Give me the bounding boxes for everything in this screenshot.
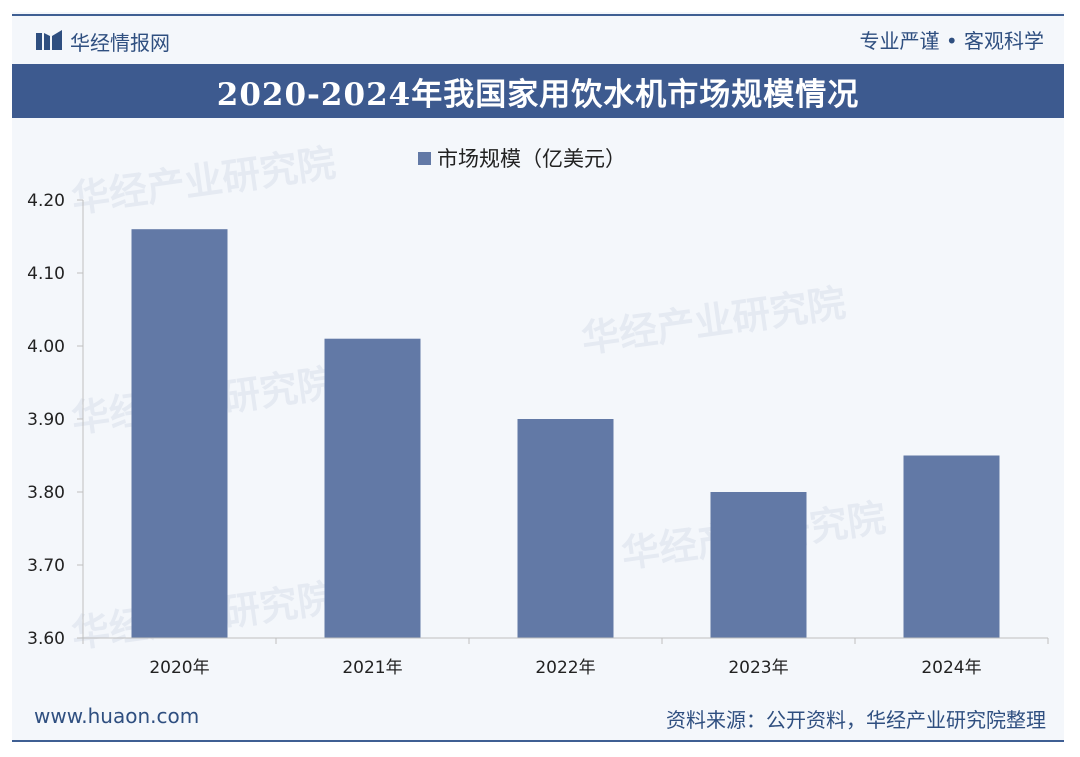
y-tick-label: 3.70 <box>27 556 65 576</box>
bar <box>324 338 421 638</box>
x-tick-label: 2021年 <box>342 658 402 678</box>
x-tick-label: 2022年 <box>535 658 595 678</box>
brand: 华经情报网 <box>36 26 170 56</box>
legend-label: 市场规模（亿美元） <box>437 147 626 171</box>
bar <box>903 455 1000 638</box>
y-tick-label: 3.90 <box>27 410 65 430</box>
bar <box>517 419 614 638</box>
brand-name: 华经情报网 <box>70 30 170 55</box>
y-tick-label: 4.20 <box>27 191 65 211</box>
bar <box>710 492 807 638</box>
chart-title: 2020-2024年我国家用饮水机市场规模情况 <box>216 76 860 113</box>
x-tick-label: 2023年 <box>728 658 788 678</box>
footer-website[interactable]: www.huaon.com <box>34 704 200 728</box>
legend-swatch <box>418 152 431 165</box>
x-axis: 2020年 2021年 2022年 2023年 2024年 <box>82 637 1049 678</box>
bottom-border-line <box>12 740 1064 742</box>
title-bar: 2020-2024年我国家用饮水机市场规模情况 <box>12 64 1064 118</box>
bars <box>131 229 1000 638</box>
y-tick-label: 4.00 <box>27 337 65 357</box>
y-tick-label: 3.60 <box>27 629 65 649</box>
y-tick-label: 3.80 <box>27 483 65 503</box>
slogan: 专业严谨 • 客观科学 <box>859 29 1044 53</box>
x-tick-label: 2024年 <box>921 658 981 678</box>
top-border-line <box>12 14 1064 16</box>
legend: 市场规模（亿美元） <box>418 147 626 171</box>
brand-logo-icon <box>36 30 62 50</box>
y-tick-label: 4.10 <box>27 264 65 284</box>
y-axis: 4.20 4.10 4.00 3.90 3.80 3.70 3.60 <box>27 191 84 649</box>
footer-source: 资料来源：公开资料，华经产业研究院整理 <box>666 708 1046 732</box>
bar <box>131 229 228 638</box>
bar-chart: 市场规模（亿美元） 4.20 4.10 4.00 3.90 3.80 3.70 3.60 2… <box>27 147 1049 678</box>
x-tick-label: 2020年 <box>149 658 209 678</box>
